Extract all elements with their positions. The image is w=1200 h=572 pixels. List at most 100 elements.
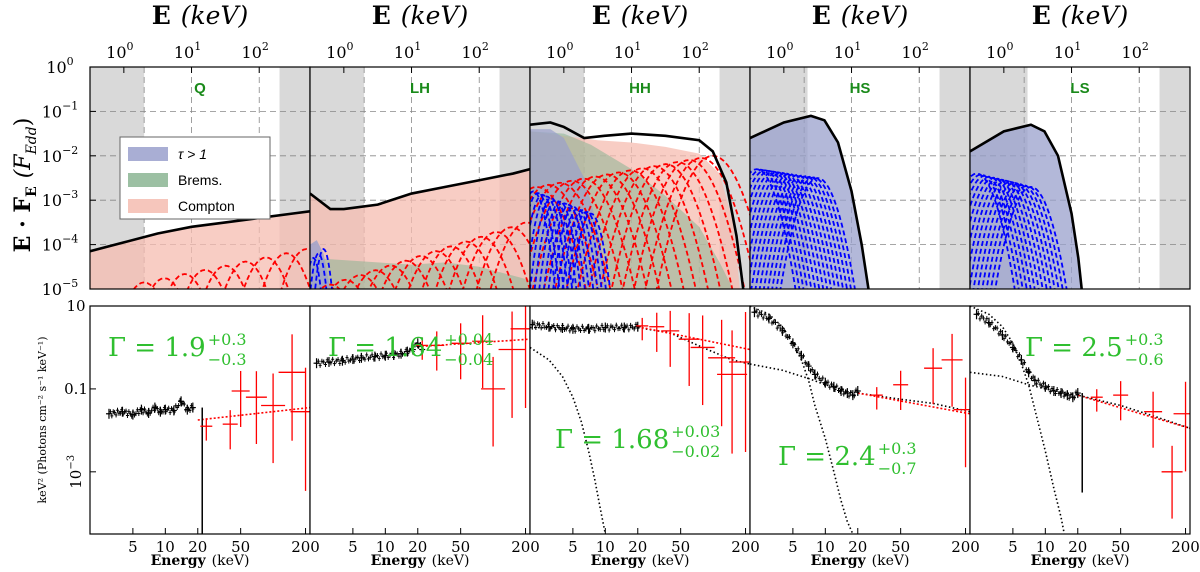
gamma-label-q: Γ = 1.9 xyxy=(108,333,206,363)
tick-base: 10 xyxy=(902,43,922,62)
bottom-x-tick-label: 10 xyxy=(596,538,615,556)
red-component-10 xyxy=(599,165,709,289)
tick-exp: −2 xyxy=(62,144,78,157)
bottom-ylabel: keV² (Photons cm⁻² s⁻¹ keV⁻¹) xyxy=(36,337,49,504)
total-spectrum-line xyxy=(750,114,870,289)
tick-base: 10 xyxy=(42,147,62,166)
tick-base: 10 xyxy=(614,43,634,62)
tick-exp: −3 xyxy=(66,455,77,470)
tick-base: 10 xyxy=(1054,43,1074,62)
blue-component-15 xyxy=(779,177,856,289)
dotted-model-0 xyxy=(970,306,1066,534)
blue-component-3 xyxy=(530,195,569,289)
blue-component-0 xyxy=(310,256,322,289)
total-spectrum-line xyxy=(310,167,530,211)
top-ylabel-sub: E xyxy=(24,186,40,197)
red-component-3 xyxy=(355,269,396,289)
gamma-sub: −0.3 xyxy=(208,350,247,369)
total-spectrum-line xyxy=(970,123,1083,289)
blue-component-6 xyxy=(538,200,582,289)
tick-exp: 0 xyxy=(567,40,574,53)
top-x-tick-label: 102 xyxy=(682,40,709,62)
top-axis-label-unit: (keV) xyxy=(181,1,249,30)
red-component-8 xyxy=(421,245,481,289)
top-x-tick-label: 102 xyxy=(462,40,489,62)
tick-exp: 0 xyxy=(787,40,794,53)
tick-exp: 0 xyxy=(127,40,134,53)
red-component-7 xyxy=(261,252,310,289)
legend-swatch-1 xyxy=(128,173,168,187)
bottom-xlabel-unit: (keV) xyxy=(652,553,690,569)
bottom-x-tick-label: 5 xyxy=(128,538,138,556)
tick-exp: 0 xyxy=(67,55,74,68)
top-y-tick-label: 10−3 xyxy=(42,188,79,210)
red-component-8 xyxy=(576,169,685,289)
tick-base: 10 xyxy=(42,102,62,121)
bottom-xlabel-var: Energy xyxy=(151,553,207,569)
red-model-line xyxy=(417,338,530,348)
top-axis-label-unit: (keV) xyxy=(401,1,469,30)
state-label-ls: LS xyxy=(1070,80,1089,97)
top-axis-label-unit: (keV) xyxy=(841,1,909,30)
gamma-sup: +0.3 xyxy=(878,439,917,458)
bottom-x-tick-label: 50 xyxy=(1111,538,1130,556)
red-component-4 xyxy=(205,264,246,289)
blue-component-9 xyxy=(976,181,1052,289)
gamma-sup: +0.03 xyxy=(671,422,720,441)
tick-exp: −4 xyxy=(62,233,78,246)
bottom-x-axis-label: Energy (keV) xyxy=(811,553,910,569)
top-x-tick-label: 102 xyxy=(902,40,929,62)
bottom-x-tick-label: 200 xyxy=(951,538,980,556)
bottom-x-tick-label: 5 xyxy=(788,538,798,556)
blue-component-4 xyxy=(750,170,813,289)
bottom-x-tick-label: 20 xyxy=(408,538,427,556)
blue-component-11 xyxy=(762,174,840,289)
top-x-tick-label: 101 xyxy=(614,40,641,62)
top-y-tick-label: 10−5 xyxy=(42,277,79,299)
tick-base: 10 xyxy=(66,297,85,315)
blue-component-9 xyxy=(754,173,833,289)
blue-component-8 xyxy=(972,180,1048,289)
bottom-x-tick-label: 200 xyxy=(291,538,320,556)
bottom-x-tick-label: 50 xyxy=(891,538,910,556)
red-component-7 xyxy=(565,171,673,289)
top-ylabel: E · FE (FEdd) xyxy=(10,118,40,253)
bottom-x-axis-label: Energy (keV) xyxy=(1031,553,1130,569)
bottom-xlabel-var: Energy xyxy=(371,553,427,569)
top-axis-label: E (keV) xyxy=(592,1,689,30)
tick-exp: 1 xyxy=(414,40,421,53)
red-model-line xyxy=(1077,394,1190,430)
text-layer: E · FE(FEdd) keV² (Photons cm⁻² s⁻¹ keV⁻… xyxy=(10,1,1200,569)
top-y-tick-label: 10−1 xyxy=(42,99,79,121)
top-panel-ls xyxy=(970,67,1190,289)
bottom-x-axis-label: Energy (keV) xyxy=(371,553,470,569)
blue-component-2 xyxy=(314,248,333,289)
blue-component-1 xyxy=(750,168,801,289)
tick-base: 10 xyxy=(834,43,854,62)
top-y-tick-label: 100 xyxy=(46,55,73,77)
bottom-x-tick-label: 20 xyxy=(1068,538,1087,556)
top-ylabel-unit-sub: Edd xyxy=(24,126,40,155)
bottom-xlabel-var: Energy xyxy=(1031,553,1087,569)
top-y-tick-label: 10−2 xyxy=(42,144,79,166)
bottom-panel-frame xyxy=(969,305,1191,535)
dotted-model-0 xyxy=(530,346,607,534)
tick-base: 10 xyxy=(42,280,62,299)
blue-component-13 xyxy=(771,175,848,289)
top-axis-label-unit: (keV) xyxy=(1061,1,1129,30)
top-axis-label: E (keV) xyxy=(372,1,469,30)
gamma-sub: −0.04 xyxy=(444,350,493,369)
total-spectrum-line xyxy=(90,210,310,253)
red-component-6 xyxy=(554,173,661,289)
top-axis-label-var: E xyxy=(592,1,611,30)
tick-base: 10 xyxy=(1122,43,1142,62)
bottom-x-tick-label: 20 xyxy=(188,538,207,556)
top-panel-hh xyxy=(530,67,750,289)
blue-component-11 xyxy=(561,209,603,289)
bottom-xlabel-unit: (keV) xyxy=(1092,553,1130,569)
red-model-line xyxy=(857,392,970,415)
legend-label-0: τ > 1 xyxy=(178,146,207,162)
legend: τ > 1 Brems. Compton xyxy=(119,136,271,220)
blue-component-13 xyxy=(570,212,612,289)
tick-base: 0.1 xyxy=(64,380,88,398)
